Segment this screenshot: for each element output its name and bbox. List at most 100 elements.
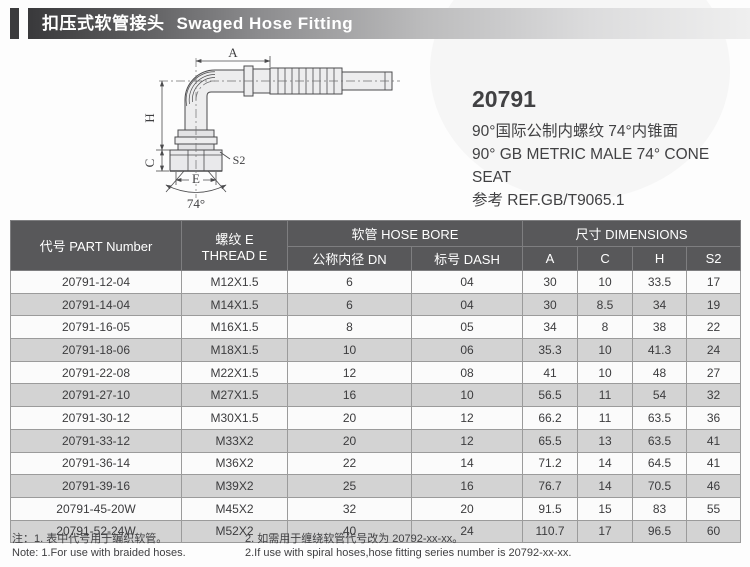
table-cell: 20791-12-04 bbox=[10, 270, 182, 294]
table-cell: 10 bbox=[577, 338, 634, 362]
table-cell: 41 bbox=[522, 360, 579, 385]
table-cell: 63.5 bbox=[632, 428, 688, 453]
col-header-a: A bbox=[522, 246, 579, 271]
table-cell: 20791-30-12 bbox=[10, 406, 182, 430]
note-en-1: Note: 1.For use with braided hoses. bbox=[12, 546, 186, 559]
table-cell: 34 bbox=[632, 292, 688, 317]
table-cell: 20791-27-10 bbox=[10, 383, 182, 408]
table-cell: 04 bbox=[410, 270, 524, 294]
table-cell: 6 bbox=[287, 270, 412, 294]
dim-label-s2: S2 bbox=[233, 153, 246, 167]
table-cell: 20791-22-08 bbox=[10, 360, 182, 385]
table-cell: 66.2 bbox=[522, 406, 579, 430]
table-row: 20791-27-10 M27X1.5 16 10 56.5 11 54 32 bbox=[10, 383, 742, 408]
dim-label-e: E bbox=[192, 171, 200, 186]
table-cell: 30 bbox=[522, 270, 579, 294]
table-cell: 15 bbox=[577, 496, 634, 521]
table-cell: 05 bbox=[410, 315, 524, 340]
table-cell: M27X1.5 bbox=[181, 383, 288, 408]
col-header-h: H bbox=[632, 246, 688, 271]
table-cell: 10 bbox=[577, 360, 634, 385]
table-cell: 71.2 bbox=[522, 451, 579, 476]
table-cell: 20791-18-06 bbox=[10, 338, 182, 362]
table-cell: 48 bbox=[632, 360, 688, 385]
dim-label-angle: 74° bbox=[187, 196, 205, 211]
page-title-en: Swaged Hose Fitting bbox=[176, 14, 354, 33]
table-cell: 20 bbox=[287, 406, 412, 430]
table-cell: 27 bbox=[686, 360, 742, 385]
fitting-technical-drawing: A H C E S2 74° bbox=[142, 46, 400, 211]
col-header-dash: 标号 DASH bbox=[410, 246, 524, 271]
table-cell: 24 bbox=[686, 338, 742, 362]
table-cell: 30 bbox=[522, 292, 579, 317]
table-cell: 6 bbox=[287, 292, 412, 317]
table-cell: 20791-16-05 bbox=[10, 315, 182, 340]
table-cell: 14 bbox=[577, 451, 634, 476]
centerlines bbox=[159, 58, 400, 198]
table-cell: 04 bbox=[410, 292, 524, 317]
table-cell: 65.5 bbox=[522, 428, 579, 453]
table-cell: 12 bbox=[410, 406, 524, 430]
table-cell: 20791-45-20W bbox=[10, 496, 182, 521]
dim-label-c: C bbox=[142, 159, 157, 168]
table-cell: 22 bbox=[686, 315, 742, 340]
table-cell: 22 bbox=[287, 451, 412, 476]
table-cell: 11 bbox=[577, 383, 634, 408]
table-cell: 17 bbox=[577, 519, 634, 544]
table-cell: 8.5 bbox=[577, 292, 634, 317]
table-cell: 83 bbox=[632, 496, 688, 521]
table-cell: 12 bbox=[287, 360, 412, 385]
table-row: 20791-30-12 M30X1.5 20 12 66.2 11 63.5 36 bbox=[10, 406, 742, 430]
col-header-s2: S2 bbox=[686, 246, 742, 271]
table-cell: 20 bbox=[410, 496, 524, 521]
page-title-zh: 扣压式软管接头 bbox=[42, 14, 165, 33]
col-header-thread-en: THREAD E bbox=[201, 247, 268, 263]
table-row: 20791-45-20W M45X2 32 20 91.5 15 83 55 bbox=[10, 496, 742, 521]
table-cell: 19 bbox=[686, 292, 742, 317]
col-header-part-number: 代号 PART Number bbox=[10, 220, 182, 271]
table-cell: M22X1.5 bbox=[181, 360, 288, 385]
table-cell: 56.5 bbox=[522, 383, 579, 408]
group-header-hose-bore: 软管 HOSE BORE bbox=[286, 220, 524, 247]
table-row: 20791-39-16 M39X2 25 16 76.7 14 70.5 46 bbox=[10, 474, 742, 498]
table-cell: 55 bbox=[686, 496, 742, 521]
table-cell: 20 bbox=[287, 428, 412, 453]
table-cell: M33X2 bbox=[181, 428, 288, 453]
table-cell: 20791-52-24W bbox=[10, 519, 182, 544]
table-row: 20791-52-24W M52X2 40 24 110.7 17 96.5 60 bbox=[10, 519, 742, 544]
table-cell: 96.5 bbox=[632, 519, 688, 544]
table-cell: M30X1.5 bbox=[181, 406, 288, 430]
table-row: 20791-33-12 M33X2 20 12 65.5 13 63.5 41 bbox=[10, 428, 742, 453]
table-cell: 60 bbox=[686, 519, 742, 544]
table-cell: 17 bbox=[686, 270, 742, 294]
table-cell: 32 bbox=[287, 496, 412, 521]
table-cell: 70.5 bbox=[632, 474, 688, 498]
table-cell: 38 bbox=[632, 315, 688, 340]
note-zh-2: 2. 如需用于缠绕软管代号改为 20792-xx-xx。 bbox=[245, 533, 464, 545]
product-model: 20791 bbox=[472, 86, 536, 112]
table-cell: 76.7 bbox=[522, 474, 579, 498]
table-cell: M12X1.5 bbox=[181, 270, 288, 294]
table-cell: 64.5 bbox=[632, 451, 688, 476]
dim-label-h: H bbox=[142, 113, 157, 122]
table-cell: 20791-33-12 bbox=[10, 428, 182, 453]
table-cell: M52X2 bbox=[181, 519, 288, 544]
table-cell: 10 bbox=[287, 338, 412, 362]
table-cell: 14 bbox=[410, 451, 524, 476]
table-cell: M18X1.5 bbox=[181, 338, 288, 362]
table-cell: 91.5 bbox=[522, 496, 579, 521]
table-cell: 8 bbox=[577, 315, 634, 340]
table-cell: 36 bbox=[686, 406, 742, 430]
table-cell: 24 bbox=[410, 519, 524, 544]
table-cell: 20791-39-16 bbox=[10, 474, 182, 498]
table-cell: 40 bbox=[287, 519, 412, 544]
table-cell: 12 bbox=[410, 428, 524, 453]
spec-table: 代号 PART Number 螺纹 E THREAD E 软管 HOSE BOR… bbox=[10, 220, 742, 544]
table-cell: 41 bbox=[686, 451, 742, 476]
col-header-c: C bbox=[577, 246, 634, 271]
table-cell: M16X1.5 bbox=[181, 315, 288, 340]
table-row: 20791-12-04 M12X1.5 6 04 30 10 33.5 17 bbox=[10, 270, 742, 294]
table-cell: 16 bbox=[410, 474, 524, 498]
table-cell: 41 bbox=[686, 428, 742, 453]
